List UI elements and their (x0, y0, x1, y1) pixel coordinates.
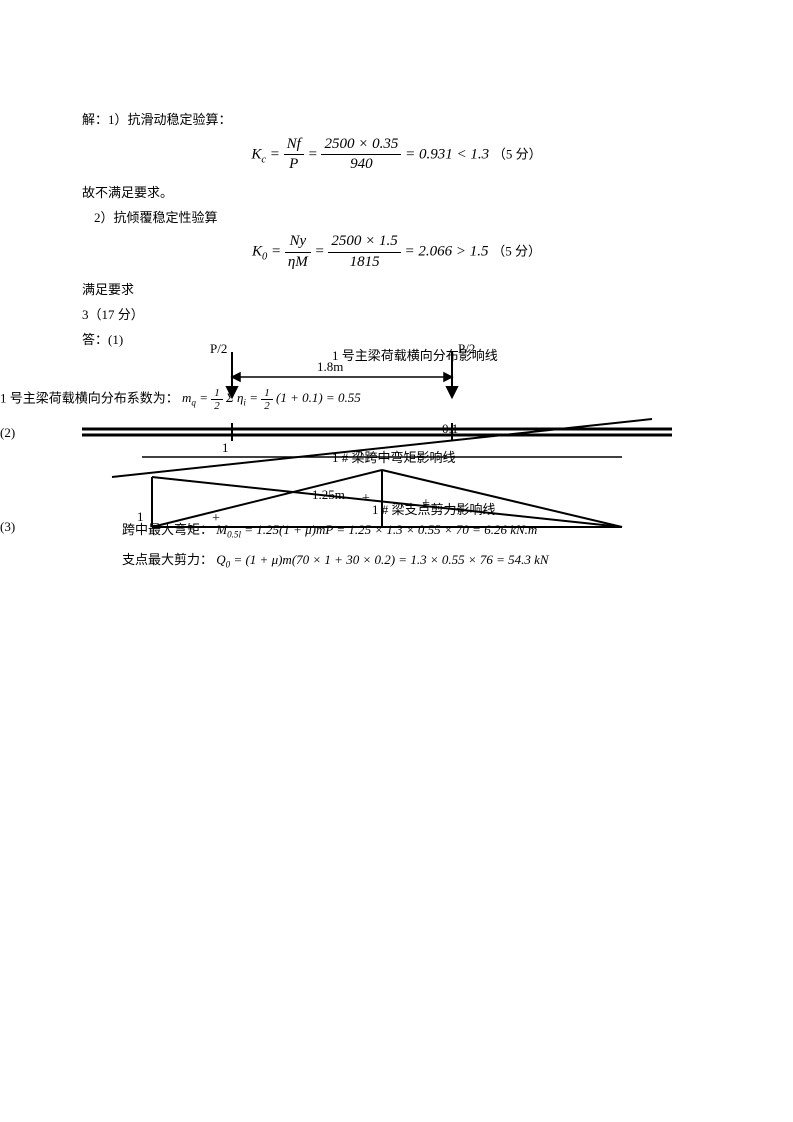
part3-num: (3) (0, 519, 15, 535)
val-1: 1 (222, 440, 229, 456)
formula-kc: Kc = NfP = 2500 × 0.35940 = 0.931 < 1.3 … (82, 135, 711, 175)
svg-text:+: + (362, 491, 370, 506)
shear-row: 支点最大剪力： Q0 = (1 + μ)m(70 × 1 + 30 × 0.2)… (122, 549, 549, 570)
influence-label-2: 1 # 梁跨中弯矩影响线 (332, 447, 456, 466)
satisfy-text: 满足要求 (82, 280, 711, 301)
influence-label-1: 1 号主梁荷载横向分布影响线 (332, 345, 498, 364)
moment-row: 跨中最大弯矩： M0.5l = 1.25(1 + μ)mP = 1.25 × 1… (122, 519, 537, 540)
val-01: 0.1 (442, 421, 458, 437)
load-p1: P/2 (210, 341, 227, 357)
coeff-label: 1 号主梁荷载横向分布系数为： mq = 12 Σ ηi = 12 (1 + 0… (0, 387, 361, 412)
q3-label: 3（17 分） (82, 305, 711, 326)
formula-k0: K0 = NyηM = 2500 × 1.51815 = 2.066 > 1.5… (82, 232, 711, 272)
part2-num: (2) (0, 425, 15, 441)
fail-text: 故不满足要求。 (82, 183, 711, 204)
mid-val: 1.25m (312, 487, 345, 503)
part2-label: 2）抗倾覆稳定性验算 (94, 208, 711, 229)
diagram: + + + P/2 P/2 1.8m 1 号主梁荷载横向分布影响线 1 号主梁荷… (82, 347, 702, 577)
influence-label-3: 1 # 梁支点剪力影响线 (372, 499, 496, 518)
intro-text: 解：1）抗滑动稳定验算： (82, 110, 711, 131)
